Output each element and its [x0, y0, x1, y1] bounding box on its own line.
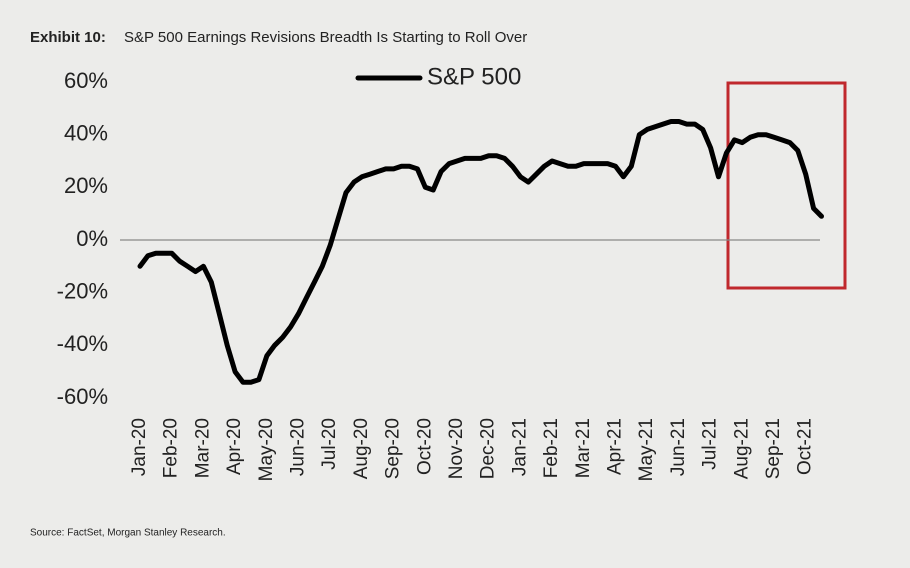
y-tick-label: -20% [57, 278, 108, 303]
highlight-box [726, 81, 847, 290]
x-tick-label: Aug-21 [731, 418, 752, 479]
x-tick-label: Jul-20 [319, 418, 340, 470]
y-tick-label: -40% [57, 331, 108, 356]
legend-label: S&P 500 [427, 63, 521, 90]
y-tick-label: 40% [64, 120, 108, 145]
x-tick-label: Mar-21 [573, 418, 594, 478]
x-tick-label: Oct-20 [414, 418, 435, 475]
x-tick-label: Sep-20 [383, 418, 404, 479]
x-tick-label: Oct-21 [795, 418, 816, 475]
source: Source: FactSet, Morgan Stanley Research… [30, 528, 226, 539]
y-tick-label: 0% [76, 226, 108, 251]
x-tick-label: Nov-20 [446, 418, 467, 479]
x-tick-label: Sep-21 [763, 418, 784, 479]
line [137, 119, 824, 385]
y-tick-label: 20% [64, 173, 108, 198]
x-tick-label: Dec-20 [478, 418, 499, 479]
y-tick-label: 60% [64, 68, 108, 93]
x-tick-label: Jul-21 [700, 418, 721, 470]
x-tick-label: Apr-20 [224, 418, 245, 475]
x-tick-label: May-20 [256, 418, 277, 481]
x-tick-label: Jan-20 [129, 418, 150, 476]
x-tick-label: Jun-21 [668, 418, 689, 476]
x-tick-label: Apr-21 [605, 418, 626, 475]
y-tick-label: -60% [57, 384, 108, 409]
x-tick-label: May-21 [636, 418, 657, 481]
x-tick-label: Aug-20 [351, 418, 372, 479]
x-tick-label: Jun-20 [288, 418, 309, 476]
chart-title-label: Exhibit 10: [30, 29, 106, 46]
x-tick-label: Mar-20 [192, 418, 213, 478]
x-tick-label: Jan-21 [509, 418, 530, 476]
x-tick-label: Feb-21 [541, 418, 562, 478]
chart-title: S&P 500 Earnings Revisions Breadth Is St… [124, 29, 527, 46]
x-tick-label: Feb-20 [161, 418, 182, 478]
